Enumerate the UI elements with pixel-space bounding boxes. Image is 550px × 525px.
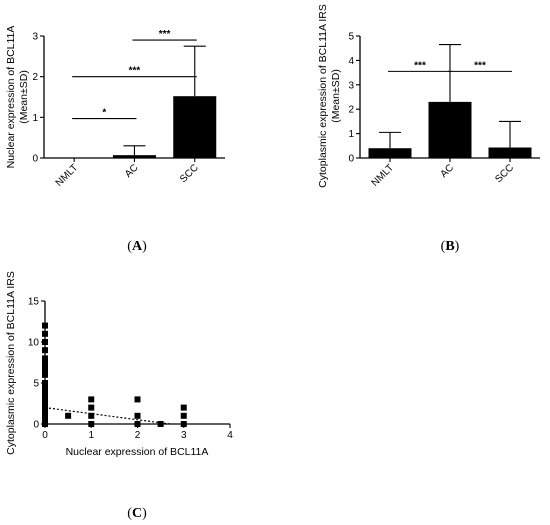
chart-a-significance-label: *** bbox=[129, 66, 141, 77]
chart-b-bar-nmlt bbox=[368, 148, 412, 158]
chart-b-error-bars bbox=[379, 43, 521, 149]
chart-b-significance-label: *** bbox=[414, 60, 426, 71]
chart-a-y-tick-label: 1 bbox=[32, 113, 38, 124]
chart-c-ylabel: Cytoplasmic expression of BCL11A IRS bbox=[5, 271, 17, 455]
chart-b-ylabel-line-1: Cytoplasmic expression of BCL11A IRS bbox=[317, 4, 329, 188]
chart-a-ylabel-line-1: Nuclear expression of BCL11A bbox=[5, 26, 17, 169]
chart-c-x-ticks: 0 1 2 3 4 bbox=[42, 424, 233, 441]
chart-b: *** *** 0 1 2 3 4 5 NMLT AC SCC Cytoplasmic expr… bbox=[317, 4, 540, 254]
chart-a-bar-scc bbox=[173, 96, 217, 158]
chart-a-x-tick-label: SCC bbox=[178, 162, 201, 185]
chart-b-panel-letter: B bbox=[445, 239, 454, 254]
chart-c-xlabel: Nuclear expression of BCL11A bbox=[66, 446, 209, 458]
chart-a-significance-label: * bbox=[102, 108, 106, 119]
chart-a-y-tick-label: 0 bbox=[32, 154, 38, 165]
chart-b-y-tick-label: 4 bbox=[348, 56, 354, 67]
chart-b-significance: *** *** bbox=[388, 60, 512, 72]
chart-b-x-tick-label: AC bbox=[439, 162, 457, 180]
chart-a-significance-label: *** bbox=[159, 29, 171, 40]
chart-c-x-tick-label: 1 bbox=[88, 430, 94, 441]
chart-b-x-ticks: NMLT AC SCC bbox=[370, 158, 516, 189]
chart-a-x-tick-label: NMLT bbox=[54, 162, 81, 189]
chart-a-panel-letter: A bbox=[132, 239, 143, 254]
chart-c-y-tick-label: 15 bbox=[28, 297, 40, 308]
chart-c-trendline bbox=[44, 407, 170, 425]
chart-a-x-ticks: NMLT AC SCC bbox=[54, 158, 201, 189]
chart-c-x-tick-label: 3 bbox=[181, 430, 187, 441]
chart-b-y-ticks: 0 1 2 3 4 5 bbox=[348, 32, 360, 165]
chart-c-point bbox=[180, 404, 187, 411]
chart-b-y-tick-label: 1 bbox=[348, 129, 354, 140]
chart-a-significance: ******* bbox=[72, 29, 197, 120]
chart-b-y-tick-label: 3 bbox=[348, 80, 354, 91]
chart-a-ylabel-line-2: (Mean±SD) bbox=[18, 70, 30, 124]
chart-c-x-tick-label: 4 bbox=[227, 430, 233, 441]
chart-c-point bbox=[88, 396, 95, 403]
chart-a-bar-ac bbox=[112, 155, 156, 158]
chart-b-panel-label: (B) bbox=[441, 239, 460, 254]
chart-b-y-tick-label: 2 bbox=[348, 105, 354, 116]
chart-c: 0 5 10 15 0 1 2 3 4 Cytoplasmic expression of B… bbox=[5, 271, 233, 521]
chart-c-point bbox=[88, 404, 95, 411]
chart-c-point bbox=[134, 396, 141, 403]
chart-a-y-ticks: 0 1 2 3 bbox=[32, 32, 44, 165]
chart-c-y-tick-label: 0 bbox=[33, 420, 39, 431]
chart-c-x-tick-label: 0 bbox=[42, 430, 48, 441]
chart-a-error-bars bbox=[123, 45, 206, 156]
chart-a-y-tick-label: 3 bbox=[32, 32, 38, 43]
chart-c-panel-letter: C bbox=[132, 506, 142, 521]
chart-c-y-tick-label: 10 bbox=[28, 338, 40, 349]
chart-c-points bbox=[42, 322, 187, 427]
chart-c-y-tick-label: 5 bbox=[33, 379, 39, 390]
chart-c-y-ticks: 0 5 10 15 bbox=[28, 297, 45, 431]
chart-b-bar-scc bbox=[488, 147, 532, 158]
chart-b-ylabel-line-2: (Mean±SD) bbox=[330, 69, 342, 123]
chart-c-point bbox=[134, 412, 141, 419]
chart-c-point bbox=[180, 412, 187, 419]
chart-a-panel-label: (A) bbox=[127, 239, 147, 254]
chart-c-axes bbox=[44, 301, 230, 425]
chart-c-trendline-line bbox=[44, 407, 170, 425]
chart-b-bar-ac bbox=[428, 101, 472, 158]
chart-b-y-tick-label: 5 bbox=[348, 32, 354, 43]
chart-c-panel-label: (C) bbox=[127, 506, 147, 521]
chart-b-bars bbox=[368, 101, 532, 158]
chart-a-x-tick-label: AC bbox=[123, 162, 141, 180]
chart-c-point bbox=[65, 412, 72, 419]
chart-b-x-tick-label: NMLT bbox=[370, 162, 397, 189]
chart-b-y-tick-label: 0 bbox=[348, 154, 354, 165]
chart-b-x-tick-label: SCC bbox=[493, 162, 516, 185]
chart-c-x-tick-label: 2 bbox=[135, 430, 141, 441]
chart-a-bars bbox=[112, 96, 217, 158]
chart-a-y-tick-label: 2 bbox=[32, 72, 38, 83]
chart-b-significance-label: *** bbox=[474, 60, 486, 71]
chart-c-point bbox=[88, 412, 95, 419]
